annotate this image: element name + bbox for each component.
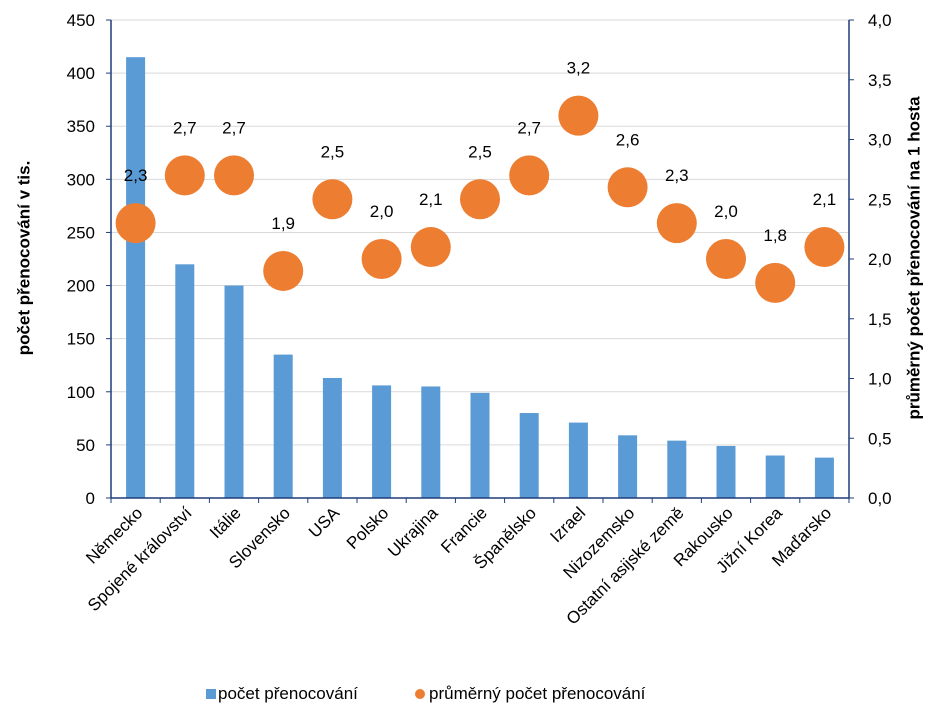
bar: [667, 440, 687, 498]
data-label: 2,5: [321, 142, 345, 161]
data-label: 2,7: [517, 118, 541, 137]
y-tick-label: 400: [67, 64, 95, 83]
y-tick-label: 0: [86, 489, 95, 508]
data-label: 2,6: [616, 130, 640, 149]
bar: [273, 354, 293, 498]
dot: [410, 227, 451, 268]
y2-tick-label: 0,5: [868, 429, 892, 448]
dot: [755, 262, 796, 303]
legend-bar-swatch: [206, 689, 216, 699]
bar: [814, 457, 834, 498]
y2-tick-label: 4,0: [868, 11, 892, 30]
x-category-label: Itálie: [206, 503, 245, 542]
y-tick-label: 350: [67, 117, 95, 136]
dot: [460, 179, 500, 220]
y2-tick-label: 1,0: [868, 370, 892, 389]
y2-tick-label: 3,0: [868, 131, 892, 150]
data-label: 3,2: [567, 59, 591, 78]
data-label: 1,8: [763, 226, 787, 245]
dot: [607, 167, 648, 208]
y2-tick-label: 2,5: [868, 190, 892, 209]
y-tick-label: 450: [67, 11, 95, 30]
dot: [263, 250, 304, 291]
y-tick-label: 150: [67, 330, 95, 349]
bar: [470, 392, 490, 498]
bar-series: [126, 57, 834, 499]
bar: [519, 413, 539, 498]
y2-axis-ticks: 0,0 0,5 1,0 1,5 2,0 2,5 3,0 3,5 4,0: [868, 11, 892, 508]
data-label: 2,3: [124, 166, 148, 185]
x-category-label: Izrael: [546, 503, 589, 546]
bar: [716, 445, 736, 498]
legend: počet přenocování průměrný počet přenoco…: [206, 684, 646, 703]
y2-tick-label: 2,0: [868, 250, 892, 269]
data-label: 2,1: [813, 190, 837, 209]
y-tick-label: 100: [67, 383, 95, 402]
y2-tick-label: 0,0: [868, 489, 892, 508]
y-tick-label: 250: [67, 223, 95, 242]
y-axis-title: počet přenocování v tis.: [14, 161, 33, 356]
dot: [214, 155, 254, 196]
data-label: 2,3: [665, 166, 689, 185]
bar: [618, 435, 638, 498]
y-tick-label: 50: [76, 436, 95, 455]
x-category-label: USA: [305, 503, 344, 542]
dot: [312, 179, 353, 220]
data-label: 2,1: [419, 190, 443, 209]
dot: [164, 155, 205, 196]
bar: [372, 385, 392, 498]
data-label: 1,9: [271, 214, 295, 233]
bar: [568, 422, 588, 498]
bar: [421, 386, 441, 498]
dot: [361, 239, 402, 279]
legend-dot-swatch: [415, 689, 425, 699]
y-axis-ticks: 0 50 100 150 200 250 300 350 400 450: [67, 11, 95, 508]
data-label: 2,7: [173, 118, 197, 137]
bar: [126, 57, 146, 499]
dot: [656, 203, 697, 244]
dot: [558, 95, 599, 136]
data-label: 2,5: [468, 142, 492, 161]
y-tick-label: 200: [67, 277, 95, 296]
y2-axis-title: průměrný počet přenocování na 1 hosta: [904, 96, 923, 420]
dot-series: [115, 95, 845, 303]
y-tick-label: 300: [67, 170, 95, 189]
dot: [509, 155, 550, 196]
legend-dot-label: průměrný počet přenocování: [429, 684, 646, 703]
bar: [175, 264, 195, 498]
dot: [804, 227, 845, 268]
data-label: 2,0: [370, 202, 394, 221]
data-label: 2,7: [222, 118, 246, 137]
bar: [322, 377, 342, 498]
dot: [115, 203, 156, 244]
data-label: 2,0: [714, 202, 738, 221]
data-labels: 2,3 2,7 2,7 1,9 2,5 2,0 2,1 2,5 2,7 3,2 2,6 2,3 2,0 1…: [124, 59, 836, 245]
x-category-label: Ukrajina: [384, 503, 442, 561]
axes: [106, 19, 854, 503]
legend-bar-label: počet přenocování: [218, 684, 358, 703]
gridlines: [111, 19, 849, 446]
dot: [706, 239, 746, 279]
bar: [224, 285, 244, 498]
bar: [765, 455, 785, 498]
y2-tick-label: 3,5: [868, 71, 892, 90]
y2-tick-label: 1,5: [868, 310, 892, 329]
